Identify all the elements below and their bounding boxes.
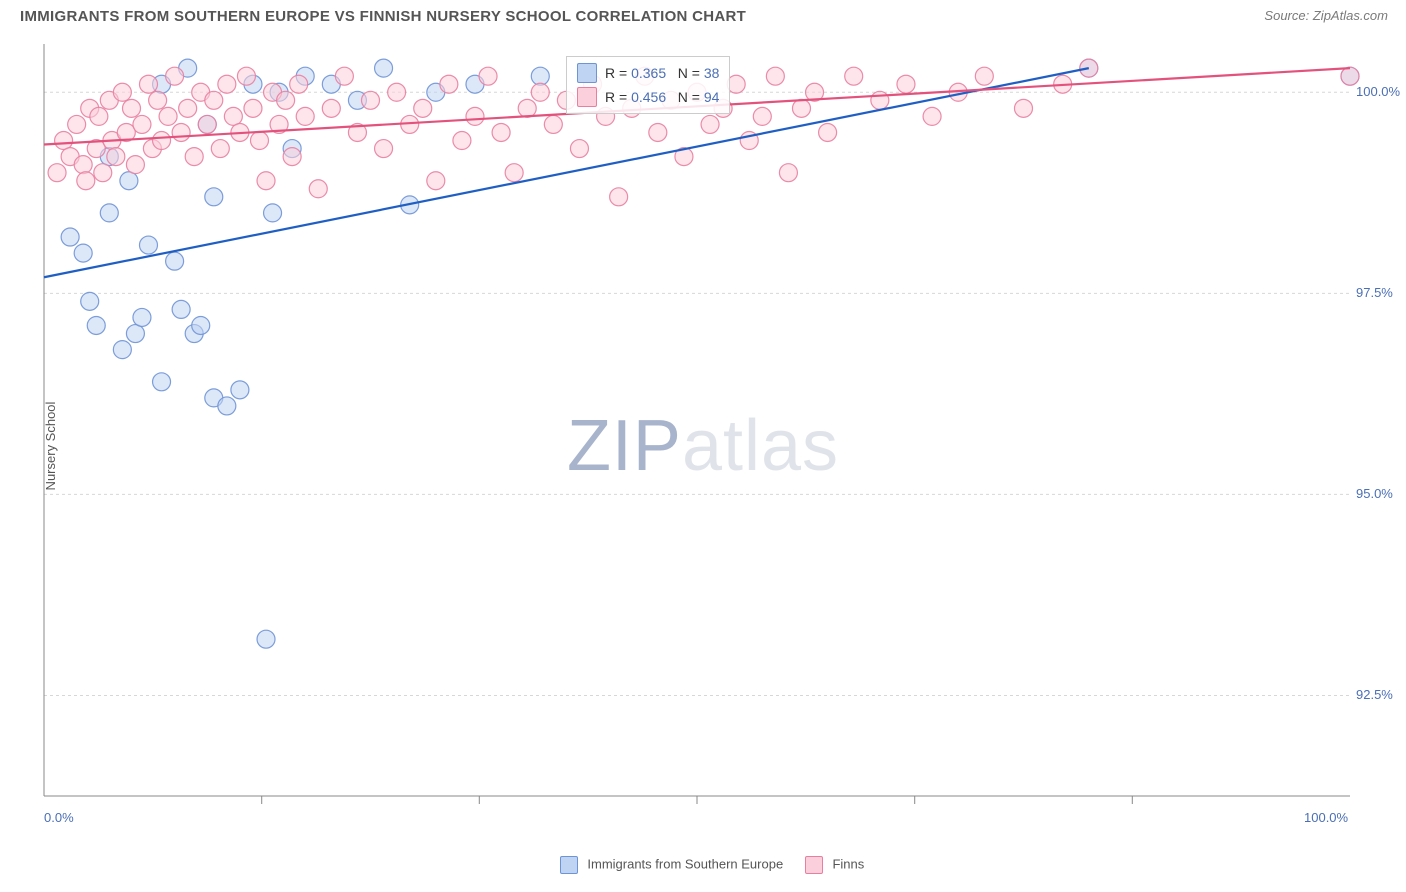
x-tick-label: 0.0%: [44, 810, 74, 825]
legend-label-finns: Finns: [832, 856, 864, 871]
correlation-text-finns: R = 0.456 N = 94: [605, 89, 719, 105]
legend-swatch-immigrants: [560, 856, 578, 874]
legend-swatch-finns: [805, 856, 823, 874]
correlation-legend-row-immigrants: R = 0.365 N = 38: [577, 61, 719, 85]
legend-label-immigrants: Immigrants from Southern Europe: [587, 856, 783, 871]
chart-container: IMMIGRANTS FROM SOUTHERN EUROPE VS FINNI…: [0, 0, 1406, 892]
correlation-swatch-immigrants: [577, 63, 597, 83]
y-tick-label: 92.5%: [1356, 687, 1393, 702]
y-tick-label: 95.0%: [1356, 486, 1393, 501]
y-tick-label: 97.5%: [1356, 285, 1393, 300]
chart-svg: [0, 0, 1406, 892]
y-tick-label: 100.0%: [1356, 84, 1400, 99]
correlation-text-immigrants: R = 0.365 N = 38: [605, 65, 719, 81]
correlation-swatch-finns: [577, 87, 597, 107]
x-tick-label: 100.0%: [1304, 810, 1348, 825]
correlation-legend-row-finns: R = 0.456 N = 94: [577, 85, 719, 109]
y-axis-label: Nursery School: [43, 402, 58, 491]
series-legend: Immigrants from Southern Europe Finns: [0, 856, 1406, 874]
correlation-legend: R = 0.365 N = 38 R = 0.456 N = 94: [566, 56, 730, 114]
